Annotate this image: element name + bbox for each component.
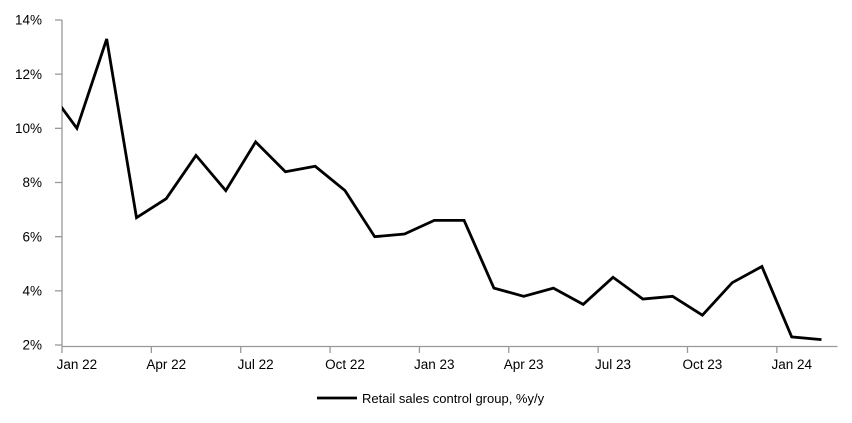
x-tick-label: Oct 23: [682, 357, 722, 372]
x-tick-label: Jul 23: [595, 357, 631, 372]
legend-label: Retail sales control group, %y/y: [362, 391, 545, 406]
series-line: [62, 38, 822, 341]
y-tick-label: 10%: [15, 121, 42, 136]
y-tick-label: 2%: [22, 338, 42, 353]
x-tick-label: Jan 23: [414, 357, 455, 372]
y-tick-label: 12%: [15, 67, 42, 82]
x-tick-label: Jul 22: [238, 357, 274, 372]
y-tick-label: 4%: [22, 284, 42, 299]
y-tick-label: 8%: [22, 175, 42, 190]
x-tick-label: Jan 24: [771, 357, 812, 372]
x-tick-label: Jan 22: [57, 357, 98, 372]
x-tick-label: Apr 22: [146, 357, 186, 372]
y-tick-label: 14%: [15, 13, 42, 28]
legend: Retail sales control group, %y/y: [317, 391, 545, 406]
x-tick-label: Oct 22: [325, 357, 365, 372]
series-group: [62, 38, 822, 341]
x-tick-label: Apr 23: [504, 357, 544, 372]
y-tick-label: 6%: [22, 229, 42, 244]
axes: 14% 12% 10% 8% 6% 4% 2% Jan 22 Apr 22 Jul 22 Oct 2…: [15, 13, 838, 372]
